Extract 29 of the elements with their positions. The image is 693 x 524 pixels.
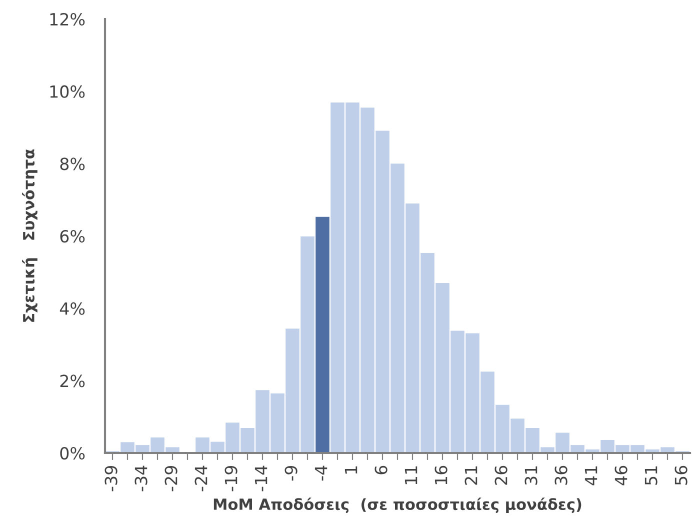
x-tick-label: -24: [194, 466, 208, 492]
x-tick-label: 31: [524, 466, 538, 485]
x-tick-label: 21: [464, 466, 478, 485]
x-tick-label: -4: [314, 466, 328, 481]
x-tick-label: 1: [344, 466, 358, 474]
x-tick-label: -39: [104, 466, 118, 492]
x-tick-label: 36: [554, 466, 568, 485]
x-tick-label: -19: [224, 466, 238, 492]
x-tick-label: -9: [284, 466, 298, 481]
x-tick-label: -34: [134, 466, 148, 492]
y-tick-label: 0%: [60, 446, 85, 460]
y-axis-title: Σχετική Συχνότητα: [22, 149, 38, 322]
x-axis-title: MoM Αποδόσεις (σε ποσοστιαίες μονάδες): [214, 498, 582, 513]
x-tick-label: 6: [374, 466, 388, 474]
y-tick-label: 8%: [60, 158, 85, 170]
x-tick-label: -14: [254, 466, 268, 492]
y-tick-label: 2%: [60, 374, 85, 388]
x-tick-label: 11: [404, 466, 418, 484]
x-tick-label: 26: [494, 466, 508, 485]
x-tick-label: 51: [644, 466, 658, 485]
y-tick-label: 6%: [60, 230, 85, 243]
y-tick-label: 12%: [50, 12, 85, 26]
x-tick-label: 41: [584, 466, 598, 486]
y-tick-label: 10%: [50, 85, 85, 98]
x-tick-label: 46: [614, 466, 628, 486]
x-tick-label: 56: [674, 466, 688, 485]
x-tick-label: 16: [434, 466, 448, 484]
y-tick-label: 4%: [60, 302, 85, 315]
x-tick-label: -29: [164, 466, 178, 492]
